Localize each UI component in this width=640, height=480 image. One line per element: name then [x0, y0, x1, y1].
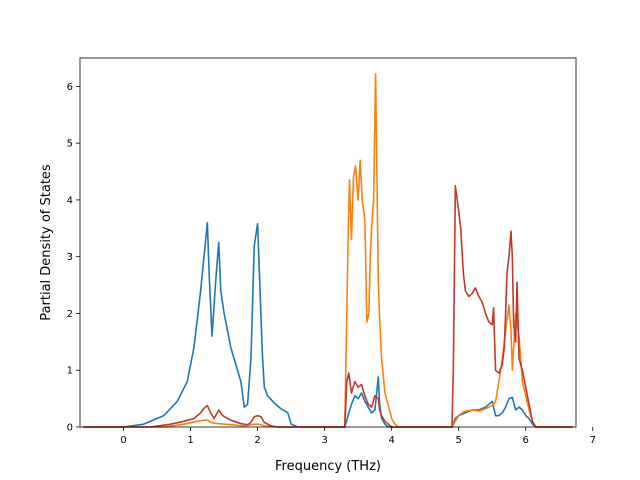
y-tick-label: 4 [67, 195, 73, 206]
x-tick-label: 1 [187, 435, 193, 446]
plot-frame [79, 57, 577, 428]
x-axis-label: Frequency (THz) [275, 459, 381, 474]
y-tick-label: 6 [67, 82, 73, 93]
x-tick-label: 5 [456, 435, 462, 446]
y-tick-label: 0 [67, 423, 73, 434]
y-tick-label: 2 [67, 309, 73, 320]
x-axis: 0 1 2 3 4 5 6 7 [120, 427, 596, 446]
y-tick-label: 5 [67, 139, 73, 150]
x-tick-label: 4 [388, 435, 394, 446]
x-tick-label: 0 [120, 435, 126, 446]
y-axis: 0 1 2 3 4 5 6 [67, 82, 80, 434]
x-tick-label: 6 [523, 435, 529, 446]
x-tick-label: 3 [321, 435, 327, 446]
series-layer [83, 73, 573, 428]
series-line-3 [83, 184, 573, 428]
x-tick-label: 7 [590, 435, 596, 446]
series-line-2 [83, 73, 573, 428]
y-tick-label: 1 [67, 366, 73, 377]
y-tick-label: 3 [67, 252, 73, 263]
series-line-1 [83, 221, 573, 428]
x-tick-label: 2 [254, 435, 260, 446]
y-axis-label: Partial Density of States [39, 164, 54, 321]
